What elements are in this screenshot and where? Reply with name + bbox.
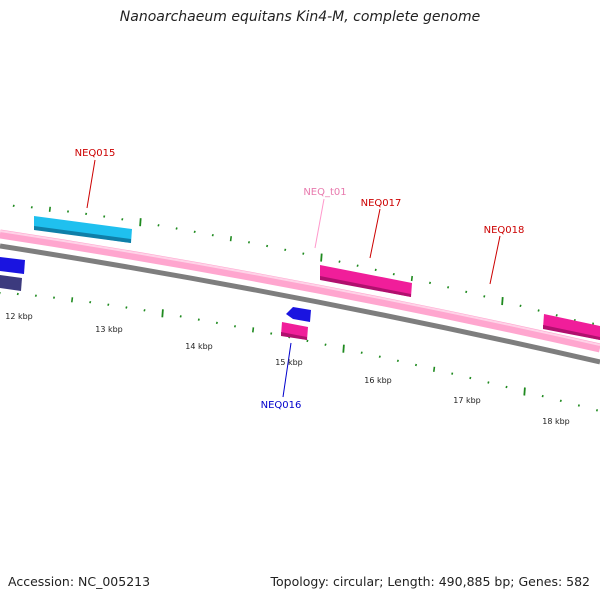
tick-mark xyxy=(595,409,599,412)
backbone-pink-highlight xyxy=(0,230,600,346)
tick-mark xyxy=(30,206,33,209)
tick-mark xyxy=(559,399,562,403)
tick-mark xyxy=(410,275,413,282)
feature-NEQ018[interactable] xyxy=(543,314,600,340)
tick-mark xyxy=(428,281,432,285)
tick-mark xyxy=(197,318,200,321)
tick-mark xyxy=(266,244,269,248)
feature-NEQ016[interactable] xyxy=(281,307,311,340)
map-title: Nanoarchaeum equitans Kin4-M, complete g… xyxy=(119,9,481,25)
tick-mark xyxy=(107,303,110,306)
tick-mark xyxy=(342,344,345,353)
tick-mark xyxy=(374,268,377,272)
tick-mark xyxy=(85,212,88,216)
tick-mark xyxy=(324,343,327,346)
backbone-gray-strand xyxy=(0,243,600,365)
tick-mark xyxy=(34,294,37,297)
tick-mark xyxy=(356,264,359,267)
tick-mark xyxy=(52,296,56,299)
tick-mark xyxy=(139,218,142,227)
tick-mark xyxy=(229,236,232,242)
tick-mark xyxy=(320,253,323,262)
tick-mark xyxy=(537,309,540,312)
tick-mark xyxy=(103,215,106,218)
tick-mark xyxy=(360,351,363,354)
tick-mark xyxy=(414,363,418,367)
tick-mark xyxy=(193,230,196,234)
tick-mark xyxy=(247,241,251,244)
kbp-label: 14 kbp xyxy=(185,342,213,351)
label-NEQ017[interactable]: NEQ017 xyxy=(361,198,402,209)
leader-NEQ016 xyxy=(282,342,292,398)
kbp-label: 16 kbp xyxy=(364,376,392,385)
leader-NEQ015 xyxy=(86,159,96,209)
label-NEQ015[interactable]: NEQ015 xyxy=(75,148,116,159)
tick-mark xyxy=(396,359,399,363)
tick-mark xyxy=(270,332,273,335)
tick-mark xyxy=(125,306,128,309)
tick-mark xyxy=(215,321,218,325)
tick-mark xyxy=(161,309,164,318)
tick-mark xyxy=(89,300,92,304)
tick-mark xyxy=(555,314,558,317)
tick-mark xyxy=(447,286,450,289)
tick-mark xyxy=(378,355,381,358)
tick-mark xyxy=(302,252,305,255)
tick-mark xyxy=(392,272,395,276)
tick-mark xyxy=(233,325,237,328)
feature-left-blue[interactable] xyxy=(0,257,25,291)
leader-NEQ017 xyxy=(369,208,381,259)
tick-mark xyxy=(469,376,472,380)
tick-mark xyxy=(252,327,255,333)
tick-mark xyxy=(211,233,214,237)
tick-mark xyxy=(577,404,580,407)
tick-mark xyxy=(338,260,341,263)
tick-mark xyxy=(483,295,486,298)
label-NEQ018[interactable]: NEQ018 xyxy=(484,225,525,236)
tick-mark xyxy=(143,309,146,312)
tick-mark xyxy=(487,381,490,384)
tick-mark xyxy=(12,204,15,208)
label-NEQ016[interactable]: NEQ016 xyxy=(261,400,302,411)
feature-NEQ017[interactable] xyxy=(320,265,412,297)
tick-mark xyxy=(541,394,544,398)
tick-mark xyxy=(505,385,508,389)
tick-mark xyxy=(306,339,309,343)
tick-mark xyxy=(451,372,454,375)
tick-mark xyxy=(121,218,124,221)
kbp-label: 18 kbp xyxy=(542,417,570,426)
backbone-pink-strand xyxy=(0,229,600,353)
feature-NEQ015[interactable] xyxy=(34,216,132,243)
kbp-label: 12 kbp xyxy=(5,312,33,321)
tick-mark xyxy=(501,297,504,306)
tick-mark xyxy=(179,315,182,318)
tick-mark xyxy=(16,292,19,296)
label-NEQ_t01[interactable]: NEQ_t01 xyxy=(303,187,346,198)
tick-mark xyxy=(523,387,526,396)
tick-mark xyxy=(433,366,436,372)
tick-mark xyxy=(157,224,160,227)
outer-tick-ring xyxy=(12,204,594,328)
leader-NEQ018 xyxy=(489,235,501,285)
tick-mark xyxy=(465,290,468,294)
kbp-label: 15 kbp xyxy=(275,358,303,367)
leader-NEQ_t01 xyxy=(314,198,325,249)
kbp-label: 17 kbp xyxy=(453,396,481,405)
tick-mark xyxy=(284,248,287,252)
accession-text: Accession: NC_005213 xyxy=(8,574,151,589)
kbp-label: 13 kbp xyxy=(95,325,123,334)
inner-tick-ring xyxy=(0,292,599,412)
tick-mark xyxy=(519,304,522,308)
tick-mark xyxy=(48,206,51,212)
tick-mark xyxy=(66,210,70,213)
tick-mark xyxy=(175,227,178,230)
tick-mark xyxy=(71,297,74,303)
genome-summary-text: Topology: circular; Length: 490,885 bp; … xyxy=(270,574,591,589)
